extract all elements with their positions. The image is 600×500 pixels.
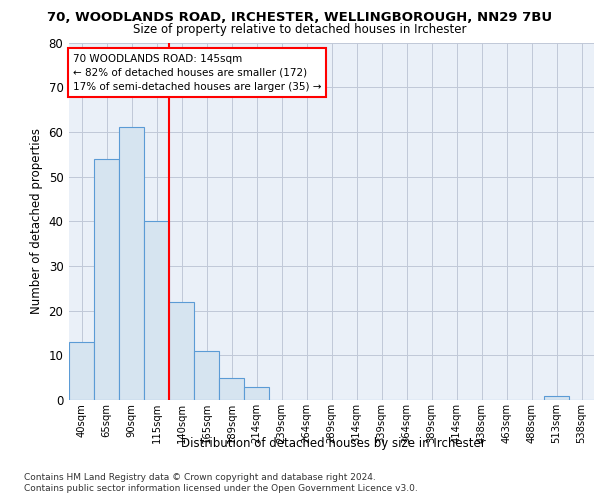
Text: Size of property relative to detached houses in Irchester: Size of property relative to detached ho… (133, 22, 467, 36)
Text: Distribution of detached houses by size in Irchester: Distribution of detached houses by size … (181, 438, 485, 450)
Text: 70, WOODLANDS ROAD, IRCHESTER, WELLINGBOROUGH, NN29 7BU: 70, WOODLANDS ROAD, IRCHESTER, WELLINGBO… (47, 11, 553, 24)
Text: Contains public sector information licensed under the Open Government Licence v3: Contains public sector information licen… (24, 484, 418, 493)
Text: Contains HM Land Registry data © Crown copyright and database right 2024.: Contains HM Land Registry data © Crown c… (24, 472, 376, 482)
Y-axis label: Number of detached properties: Number of detached properties (30, 128, 43, 314)
Bar (169, 302, 194, 400)
Bar (94, 158, 119, 400)
Bar (544, 396, 569, 400)
Bar (194, 351, 219, 400)
Bar (219, 378, 244, 400)
Bar (69, 342, 94, 400)
Bar (244, 386, 269, 400)
Text: 70 WOODLANDS ROAD: 145sqm
← 82% of detached houses are smaller (172)
17% of semi: 70 WOODLANDS ROAD: 145sqm ← 82% of detac… (73, 54, 321, 92)
Bar (119, 128, 144, 400)
Bar (144, 221, 169, 400)
